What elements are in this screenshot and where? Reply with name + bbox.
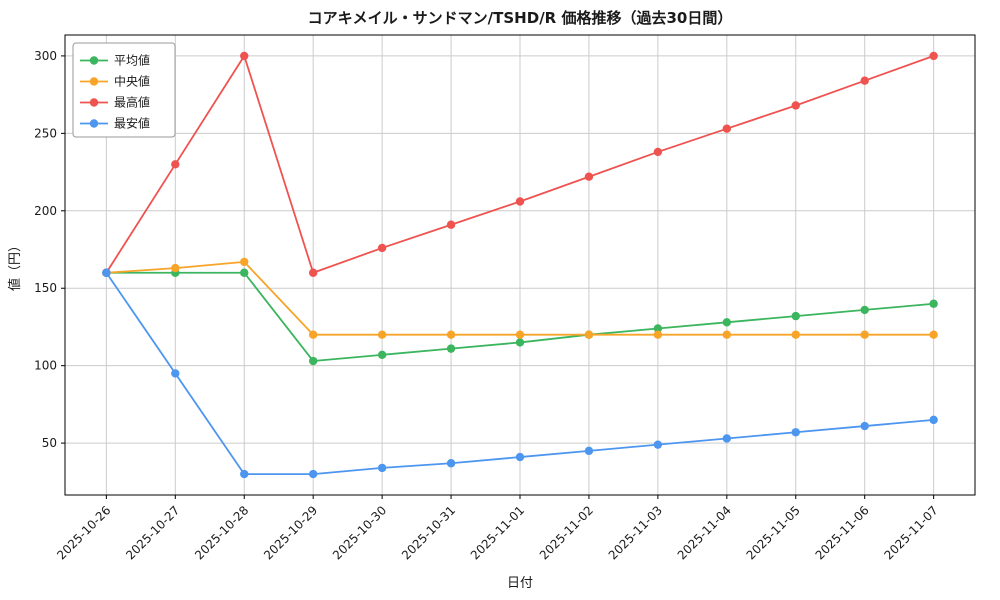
data-point-max: [377, 243, 387, 253]
legend-marker-min: [89, 119, 99, 128]
data-point-median: [308, 330, 318, 339]
data-point-median: [653, 330, 663, 339]
data-point-max: [171, 160, 180, 169]
x-tick-label: 2025-11-05: [744, 503, 803, 562]
data-point-max: [308, 268, 318, 277]
data-point-average: [377, 350, 387, 360]
data-point-median: [929, 330, 938, 339]
data-point-min: [446, 459, 456, 468]
legend-label-average: 平均値: [114, 53, 150, 68]
data-point-min: [929, 415, 938, 425]
data-point-min: [584, 446, 594, 456]
y-tick-label: 250: [34, 126, 57, 140]
data-point-max: [653, 147, 663, 157]
series-min: [102, 268, 938, 479]
data-point-median: [377, 330, 387, 339]
legend-box: [72, 42, 176, 138]
data-point-min: [377, 463, 387, 473]
y-tick-label: 300: [34, 49, 57, 63]
legend-label-median: 中央値: [114, 74, 150, 89]
data-point-average: [446, 344, 456, 353]
data-point-average: [308, 356, 318, 366]
legend-label-max: 最高値: [114, 95, 150, 110]
data-point-min: [722, 434, 732, 443]
data-point-min: [791, 428, 800, 437]
x-tick-label: 2025-10-28: [192, 503, 251, 562]
data-point-median: [171, 263, 180, 273]
grid: [65, 35, 975, 495]
legend-label-min: 最安値: [114, 116, 150, 131]
data-point-min: [102, 268, 111, 277]
data-point-median: [584, 330, 594, 339]
legend-marker-average: [89, 56, 99, 65]
data-point-average: [791, 311, 800, 321]
data-point-max: [860, 76, 869, 85]
data-point-average: [722, 318, 732, 327]
y-axis-label: 値（円）: [7, 239, 23, 291]
x-tick-label: 2025-11-01: [468, 503, 527, 562]
data-point-average: [929, 299, 938, 308]
data-point-median: [722, 330, 732, 339]
x-axis-label: 日付: [507, 576, 533, 591]
data-point-max: [791, 101, 800, 110]
data-point-min: [653, 440, 663, 449]
data-point-min: [171, 369, 180, 378]
data-point-average: [860, 305, 869, 315]
x-tick-label: 2025-11-02: [537, 503, 596, 562]
data-point-max: [240, 51, 249, 61]
y-tick-label: 150: [34, 281, 57, 295]
data-point-median: [791, 330, 800, 339]
x-tick-label: 2025-11-04: [675, 503, 734, 562]
x-tick-label: 2025-10-29: [261, 503, 320, 562]
chart-title: コアキメイル・サンドマン/TSHD/R 価格推移（過去30日間）: [308, 9, 733, 27]
data-point-median: [446, 330, 456, 339]
x-tick-label: 2025-10-30: [330, 503, 389, 562]
data-point-min: [515, 452, 525, 462]
data-point-median: [515, 330, 525, 339]
x-tick-label: 2025-10-26: [54, 503, 113, 562]
x-tick-label: 2025-10-31: [399, 503, 458, 562]
x-tick-label: 2025-11-06: [813, 503, 872, 562]
x-tick-label: 2025-11-07: [882, 503, 941, 562]
data-point-min: [860, 421, 869, 431]
data-point-max: [584, 172, 594, 181]
legend-marker-max: [89, 98, 99, 107]
data-point-max: [446, 220, 456, 229]
data-point-average: [653, 324, 663, 333]
series-max: [102, 51, 938, 277]
data-point-max: [722, 124, 732, 133]
x-tick-label: 2025-11-03: [606, 503, 665, 562]
y-tick-label: 200: [34, 204, 57, 218]
legend-marker-median: [89, 77, 99, 86]
data-point-max: [515, 197, 525, 206]
data-point-average: [240, 268, 249, 277]
data-point-min: [240, 469, 249, 479]
data-point-max: [929, 51, 938, 61]
y-tick-label: 50: [42, 436, 57, 450]
data-point-average: [515, 338, 525, 347]
y-tick-label: 100: [34, 359, 57, 373]
data-point-median: [860, 330, 869, 339]
data-point-min: [308, 469, 318, 479]
x-tick-label: 2025-10-27: [123, 503, 182, 562]
data-point-median: [240, 257, 249, 267]
